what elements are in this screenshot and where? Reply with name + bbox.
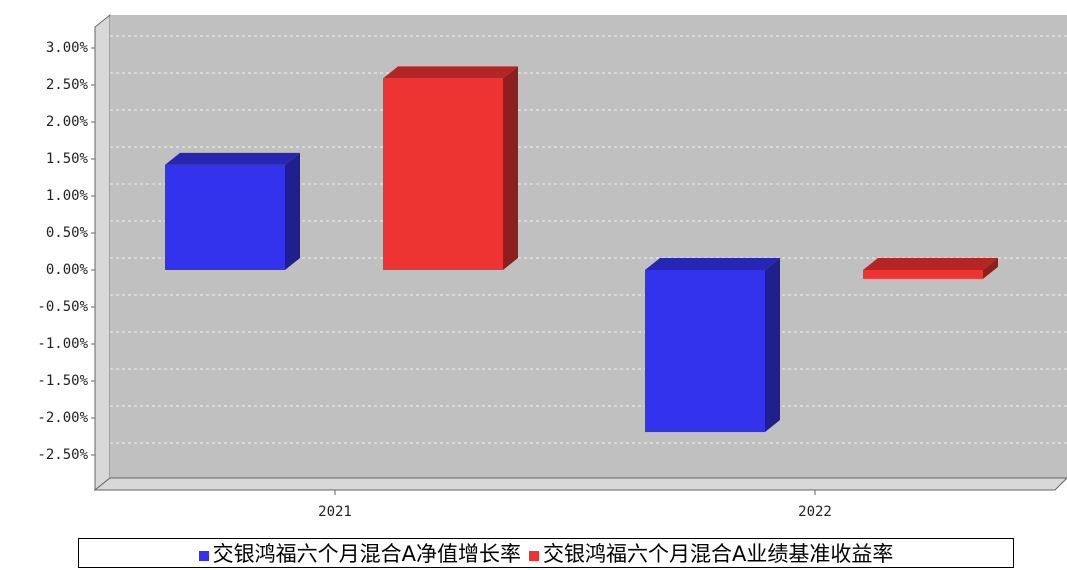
legend-item: 交银鸿福六个月混合A业绩基准收益率: [529, 538, 893, 568]
legend-item: 交银鸿福六个月混合A净值增长率: [198, 538, 521, 568]
x-tick-label: 2021: [318, 504, 352, 520]
y-tick-label: 0.00%: [46, 262, 89, 278]
bar-top: [383, 66, 518, 79]
legend-swatch: [198, 551, 209, 561]
bar: [383, 78, 503, 270]
y-tick-label: -2.00%: [37, 410, 88, 426]
bar-top: [863, 258, 998, 270]
y-tick-label: -1.00%: [37, 336, 88, 352]
floor: [93, 477, 1067, 491]
y-tick-label: 1.50%: [46, 151, 89, 167]
bar-side: [503, 66, 518, 270]
legend-label: 交银鸿福六个月混合A业绩基准收益率: [543, 542, 894, 566]
y-tick-label: 3.00%: [46, 40, 89, 56]
y-tick-label: 2.00%: [46, 114, 89, 130]
y-tick-label: -2.50%: [37, 447, 88, 463]
y-tick-label: 2.50%: [46, 77, 89, 93]
bar: [863, 270, 983, 279]
y-tick-label: -1.50%: [37, 373, 88, 389]
bar-side: [765, 258, 780, 433]
y-tick-label: 0.50%: [46, 225, 89, 241]
bar-top: [165, 152, 300, 165]
left-wall: [94, 13, 111, 492]
bar: [165, 164, 285, 270]
legend: 交银鸿福六个月混合A净值增长率 交银鸿福六个月混合A业绩基准收益率: [78, 538, 1014, 568]
bar-side: [285, 152, 300, 270]
bar: [645, 270, 765, 433]
y-tick-label: 1.00%: [46, 188, 89, 204]
y-tick-label: -0.50%: [37, 299, 88, 315]
legend-swatch: [529, 551, 539, 561]
x-tick-label: 2022: [798, 504, 832, 520]
chart: -2.50% -2.00% -1.50% -1.00% -0.50% 0.00% 0.50%…: [37, 13, 1067, 520]
bar-side: [983, 258, 998, 279]
legend-label: 交银鸿福六个月混合A净值增长率: [212, 542, 521, 566]
bar-top: [645, 258, 780, 270]
